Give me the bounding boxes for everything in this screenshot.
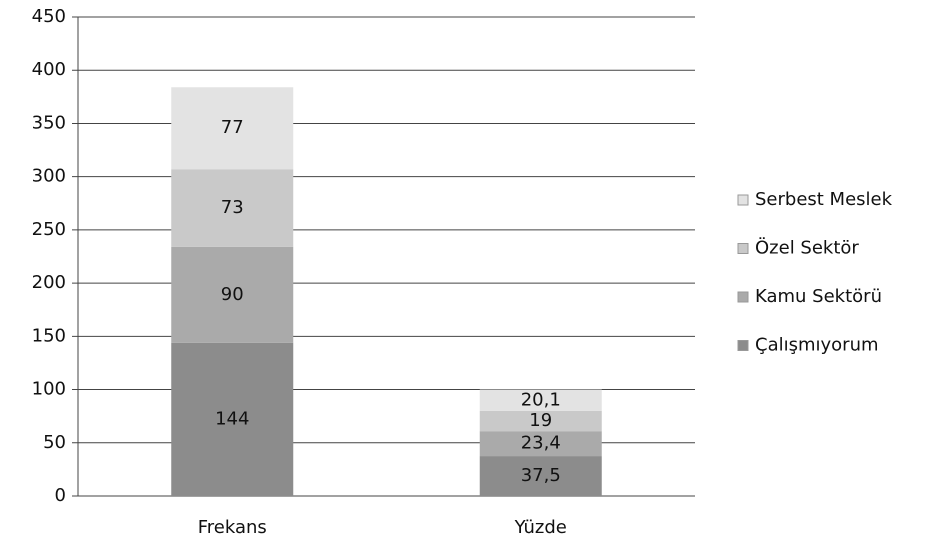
legend-label: Çalışmıyorum bbox=[755, 335, 879, 356]
data-label: 23,4 bbox=[521, 433, 561, 454]
bar-segment bbox=[479, 431, 602, 457]
bar-segment bbox=[171, 87, 294, 170]
data-label: 73 bbox=[221, 197, 244, 218]
legend-swatch bbox=[737, 291, 749, 303]
y-tick-label: 350 bbox=[32, 112, 66, 133]
legend-label: Kamu Sektörü bbox=[755, 286, 882, 307]
bar-segment bbox=[171, 246, 294, 343]
data-label: 144 bbox=[215, 408, 249, 429]
y-tick-label: 250 bbox=[32, 219, 66, 240]
legend-label: Serbest Meslek bbox=[755, 189, 893, 210]
data-label: 77 bbox=[221, 117, 244, 138]
data-label: 90 bbox=[221, 284, 244, 305]
y-tick-label: 200 bbox=[32, 272, 66, 293]
data-label: 19 bbox=[529, 410, 552, 431]
legend-swatch bbox=[737, 194, 749, 206]
legend-swatch bbox=[737, 340, 749, 351]
legend-label: Özel Sektör bbox=[755, 237, 859, 259]
y-tick-label: 400 bbox=[32, 59, 66, 80]
data-label: 20,1 bbox=[521, 389, 561, 410]
bar-segment bbox=[479, 410, 602, 432]
y-tick-label: 300 bbox=[32, 166, 66, 187]
x-tick-label: Yüzde bbox=[514, 517, 567, 538]
y-tick-label: 150 bbox=[32, 325, 66, 346]
data-label: 37,5 bbox=[521, 465, 561, 486]
x-tick-label: Frekans bbox=[198, 517, 267, 538]
bar-segment bbox=[479, 456, 602, 496]
y-tick-label: 0 bbox=[55, 485, 66, 506]
bar-segment bbox=[479, 389, 602, 411]
y-tick-label: 100 bbox=[32, 379, 66, 400]
y-tick-label: 50 bbox=[43, 432, 66, 453]
bar-segment bbox=[171, 342, 294, 496]
bar-segment bbox=[171, 169, 294, 247]
legend-swatch bbox=[737, 243, 749, 254]
y-tick-label: 450 bbox=[32, 6, 66, 27]
